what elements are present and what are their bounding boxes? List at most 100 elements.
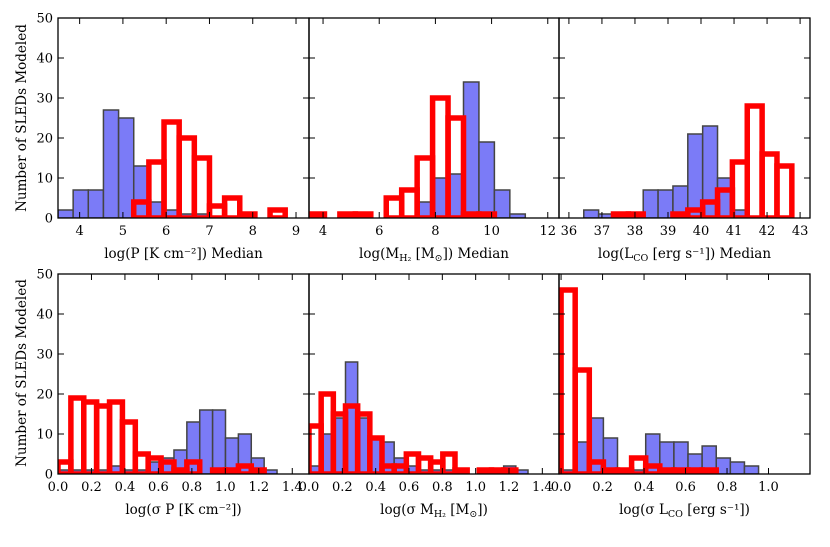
panel-p_sigma: 0 10 20 30 40 50 0.0 0.2 0.4 0.6 0.8 1.0 1.2 1.4 log(σ… xyxy=(36,268,310,518)
x-tick-label-m_sigma-6: 1.2 xyxy=(499,480,520,495)
x-tick-label-p_sigma-4: 0.8 xyxy=(182,480,203,495)
x-tick-label-p_sigma-6: 1.2 xyxy=(248,480,269,495)
bars-l_sigma xyxy=(559,287,760,474)
x-tick-label-p_sigma-3: 0.6 xyxy=(148,480,169,495)
y-tick-label-p_median-1: 10 xyxy=(36,172,53,187)
x-tick-label-m_median-3: 10 xyxy=(483,224,500,239)
x-tick-label-m_sigma-3: 0.6 xyxy=(399,480,420,495)
bar-red-m_median-11 xyxy=(476,211,498,218)
x-tick-label-p_sigma-1: 0.2 xyxy=(81,480,102,495)
y-axis-title-bottom: Number of SLEDs Modeled xyxy=(14,279,30,467)
bar-red-m_sigma-11 xyxy=(440,451,458,474)
bars-p_sigma xyxy=(58,395,278,474)
x-tick-label-m_median-4: 12 xyxy=(539,224,556,239)
bar-blue-l_sigma-13 xyxy=(743,465,760,474)
bar-blue-l_median-1 xyxy=(583,209,600,218)
x-tick-label-l_sigma-1: 0.2 xyxy=(592,480,613,495)
y-tick-label-p_median-3: 30 xyxy=(36,92,53,107)
x-axis-title-l_median: log(LCO [erg s⁻¹]) Median xyxy=(598,246,771,264)
x-tick-label-m_median-1: 6 xyxy=(375,224,383,239)
bar-blue-m_median-12 xyxy=(493,189,511,218)
bar-blue-l_sigma-3 xyxy=(602,437,619,474)
y-tick-label-p_median-2: 20 xyxy=(36,132,53,147)
bar-red-p_sigma-5 xyxy=(119,419,139,474)
x-tick-label-m_sigma-7: 1.4 xyxy=(532,480,553,495)
panel-l_sigma: 0.0 0.2 0.4 0.6 0.8 1.0 log(σ LCO [erg s⁻¹]) xyxy=(551,273,811,520)
x-tick-label-p_median-2: 6 xyxy=(162,224,170,239)
x-tick-label-p_median-4: 8 xyxy=(249,224,257,239)
x-tick-label-m_sigma-1: 0.2 xyxy=(332,480,353,495)
bar-red-m_median-0 xyxy=(309,211,328,218)
bar-red-m_sigma-5 xyxy=(367,435,385,474)
bar-blue-p_sigma-12 xyxy=(211,409,227,474)
y-tick-label-p_median-4: 40 xyxy=(36,52,53,67)
x-tick-label-l_median-7: 43 xyxy=(792,224,809,239)
y-tick-label-p_sigma-5: 50 xyxy=(36,268,53,283)
x-axis-title-l_sigma: log(σ LCO [erg s⁻¹]) xyxy=(619,502,750,520)
bar-blue-p_median-2 xyxy=(87,189,105,218)
x-axis-title-p_median: log(P [K cm⁻²]) Median xyxy=(104,246,263,262)
bar-red-l_median-14 xyxy=(774,163,795,218)
y-tick-label-p_median-5: 50 xyxy=(36,12,53,27)
bar-blue-p_median-3 xyxy=(102,109,120,218)
bar-red-p_median-9 xyxy=(191,155,213,218)
x-tick-label-p_sigma-5: 1.0 xyxy=(215,480,236,495)
y-tick-label-p_median-0: 0 xyxy=(45,212,53,227)
x-axis-title-p_sigma: log(σ P [K cm⁻²]) xyxy=(125,502,241,518)
x-tick-label-l_median-2: 38 xyxy=(627,224,644,239)
bar-blue-p_median-0 xyxy=(58,209,74,218)
bar-blue-p_median-1 xyxy=(72,189,90,218)
x-tick-label-p_median-3: 7 xyxy=(205,224,213,239)
bar-red-p_sigma-15 xyxy=(248,467,267,474)
bar-red-l_median-4 xyxy=(625,211,646,218)
x-tick-label-p_sigma-7: 1.4 xyxy=(282,480,303,495)
bar-red-p_median-14 xyxy=(267,207,288,218)
bar-blue-m_median-11 xyxy=(478,141,496,218)
bar-red-m_sigma-12 xyxy=(452,467,470,474)
panel-p_median: 0 10 20 30 40 50 4 5 6 7 8 9 log(P [K cm⁻²]) Median xyxy=(36,12,310,262)
panel-m_median: 4 6 8 10 12 log(MH₂ [M⊙]) Median xyxy=(308,17,560,264)
x-tick-label-l_median-0: 36 xyxy=(561,224,578,239)
x-tick-label-l_median-1: 37 xyxy=(594,224,611,239)
x-tick-label-m_sigma-0: 0.0 xyxy=(299,480,320,495)
bar-red-m_median-9 xyxy=(445,115,467,218)
bar-blue-l_median-9 xyxy=(701,125,719,218)
x-tick-label-l_sigma-2: 0.4 xyxy=(634,480,655,495)
bar-blue-m_median-13 xyxy=(509,213,527,218)
x-tick-label-l_sigma-3: 0.6 xyxy=(675,480,696,495)
axes-frame-l_median xyxy=(558,17,811,219)
x-tick-label-l_sigma-0: 0.0 xyxy=(551,480,572,495)
bar-red-p_median-12 xyxy=(237,211,258,218)
x-tick-label-m_median-2: 8 xyxy=(431,224,439,239)
x-tick-label-p_median-1: 5 xyxy=(119,224,127,239)
y-tick-label-p_sigma-3: 30 xyxy=(36,348,53,363)
x-tick-label-p_sigma-2: 0.4 xyxy=(115,480,136,495)
bars-m_sigma xyxy=(309,361,529,474)
y-tick-label-p_sigma-0: 0 xyxy=(45,468,53,483)
y-axis-title-top: Number of SLEDs Modeled xyxy=(14,24,30,212)
x-tick-label-m_sigma-4: 0.8 xyxy=(432,480,453,495)
x-tick-label-m_median-0: 4 xyxy=(319,224,327,239)
x-tick-label-p_median-0: 4 xyxy=(75,224,83,239)
y-tick-label-p_sigma-2: 20 xyxy=(36,388,53,403)
bar-red-m_median-3 xyxy=(352,211,374,218)
bar-red-l_sigma-10 xyxy=(699,467,719,474)
x-tick-label-l_median-5: 41 xyxy=(726,224,743,239)
x-tick-label-m_sigma-5: 1.0 xyxy=(465,480,486,495)
bar-red-m_sigma-16 xyxy=(500,467,519,474)
panel-l_median: 36 37 38 39 40 41 42 43 log(LCO [erg s⁻¹]) Media… xyxy=(558,17,811,264)
x-tick-label-l_sigma-4: 0.8 xyxy=(717,480,738,495)
x-tick-label-l_median-6: 42 xyxy=(759,224,776,239)
x-tick-label-l_sigma-5: 1.0 xyxy=(758,480,779,495)
y-tick-label-p_sigma-4: 40 xyxy=(36,308,53,323)
x-tick-label-l_median-4: 40 xyxy=(693,224,710,239)
bar-blue-l_sigma-12 xyxy=(729,461,746,474)
bars-m_median xyxy=(309,81,527,218)
bar-red-l_sigma-1 xyxy=(572,367,593,474)
y-tick-label-p_sigma-1: 10 xyxy=(36,428,53,443)
x-tick-label-p_sigma-0: 0.0 xyxy=(48,480,69,495)
bar-red-p_median-11 xyxy=(221,195,243,218)
axes-frame-p_median xyxy=(57,17,310,219)
x-axis-title-m_sigma: log(σ MH₂ [M⊙]) xyxy=(380,502,488,520)
